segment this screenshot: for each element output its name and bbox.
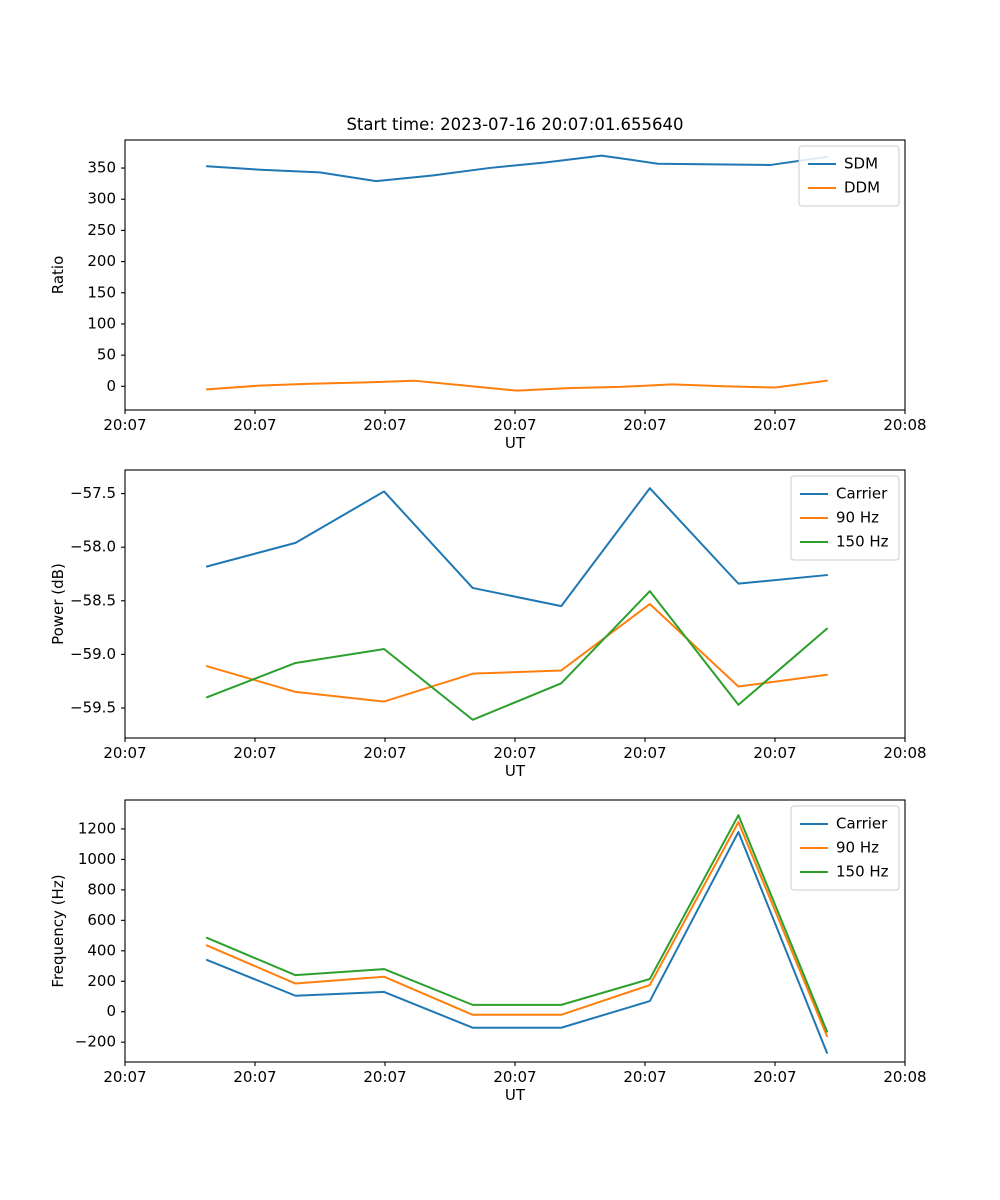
x-tick-label: 20:07 [623,744,666,762]
x-tick-label: 20:07 [493,744,536,762]
y-tick-label: 50 [97,346,116,364]
x-tick-label: 20:07 [623,416,666,434]
x-tick-label: 20:07 [363,416,406,434]
x-axis-title: UT [505,1086,526,1104]
x-tick-label: 20:07 [753,416,796,434]
legend-label-carrier: Carrier [836,815,888,833]
y-tick-label: 400 [87,941,116,959]
axes-frame-1 [124,139,906,411]
x-tick-label: 20:07 [363,1068,406,1086]
legend-label-sdm: SDM [844,155,878,173]
subplot-3: 20:07 20:07 20:07 20:07 20:07 20:07 20:08 −200 0… [49,799,927,1104]
x-tick-label: 20:08 [883,744,926,762]
y-tick-label: 1200 [78,819,116,837]
x-tick-label: 20:07 [233,744,276,762]
y-tick-label: 300 [87,190,116,208]
legend-label-ddm: DDM [844,179,880,197]
x-axis-title: UT [505,434,526,452]
series-line-90-hz [205,821,828,1038]
legend-2[interactable]: Carrier 90 Hz 150 Hz [790,475,900,561]
legend-label-90-hz: 90 Hz [836,509,879,527]
x-tick-label: 20:07 [103,416,146,434]
y-tick-label: −200 [75,1033,116,1051]
y-tick-label: −59.0 [70,645,116,663]
legend-label-150-hz: 150 Hz [836,863,889,881]
series-line-carrier [205,487,828,608]
axes-frame-3 [124,799,906,1063]
y-tick-label: −59.5 [70,698,116,716]
axes-frame-2 [124,469,906,739]
legend-label-carrier: Carrier [836,485,888,503]
series-line-ddm [205,379,828,392]
x-tick-label: 20:07 [233,1068,276,1086]
legend-label-150-hz: 150 Hz [836,533,889,551]
y-axis-title: Power (dB) [49,563,67,645]
legend-1[interactable]: SDM DDM [798,145,900,207]
series-line-90-hz [205,603,828,703]
legend-box [798,145,900,207]
y-tick-label: −58.5 [70,591,116,609]
figure-title: Start time: 2023-07-16 20:07:01.655640 [346,115,683,134]
y-tick-label: −58.0 [70,538,116,556]
x-tick-label: 20:07 [103,744,146,762]
legend-box [790,805,900,891]
x-tick-label: 20:07 [493,416,536,434]
y-tick-label: −57.5 [70,484,116,502]
series-line-sdm [205,154,828,183]
series-line-150-hz [205,814,828,1033]
y-tick-label: 350 [87,159,116,177]
x-tick-label: 20:07 [363,744,406,762]
y-axis-title: Frequency (Hz) [49,874,67,987]
x-tick-label: 20:07 [103,1068,146,1086]
y-tick-label: 0 [106,377,116,395]
x-tick-label: 20:07 [233,416,276,434]
x-tick-label: 20:07 [753,1068,796,1086]
subplot-2: 20:07 20:07 20:07 20:07 20:07 20:07 20:08 −57.5… [49,469,927,780]
x-tick-label: 20:08 [883,1068,926,1086]
y-tick-label: 100 [87,314,116,332]
y-axis-title: Ratio [49,256,67,295]
y-tick-label: 150 [87,283,116,301]
x-axis-title: UT [505,762,526,780]
y-tick-label: 250 [87,221,116,239]
x-tick-label: 20:07 [753,744,796,762]
series-line-carrier [205,830,828,1054]
x-tick-label: 20:08 [883,416,926,434]
x-tick-label: 20:07 [623,1068,666,1086]
subplot-1: 20:07 20:07 20:07 20:07 20:07 20:07 20:08 0 50 10… [49,139,927,452]
legend-3[interactable]: Carrier 90 Hz 150 Hz [790,805,900,891]
y-tick-label: 1000 [78,850,116,868]
y-tick-label: 600 [87,911,116,929]
legend-box [790,475,900,561]
y-tick-label: 200 [87,252,116,270]
y-tick-label: 200 [87,972,116,990]
legend-label-90-hz: 90 Hz [836,839,879,857]
series-line-150-hz [205,590,828,721]
y-tick-label: 800 [87,880,116,898]
x-tick-label: 20:07 [493,1068,536,1086]
y-tick-label: 0 [106,1002,116,1020]
